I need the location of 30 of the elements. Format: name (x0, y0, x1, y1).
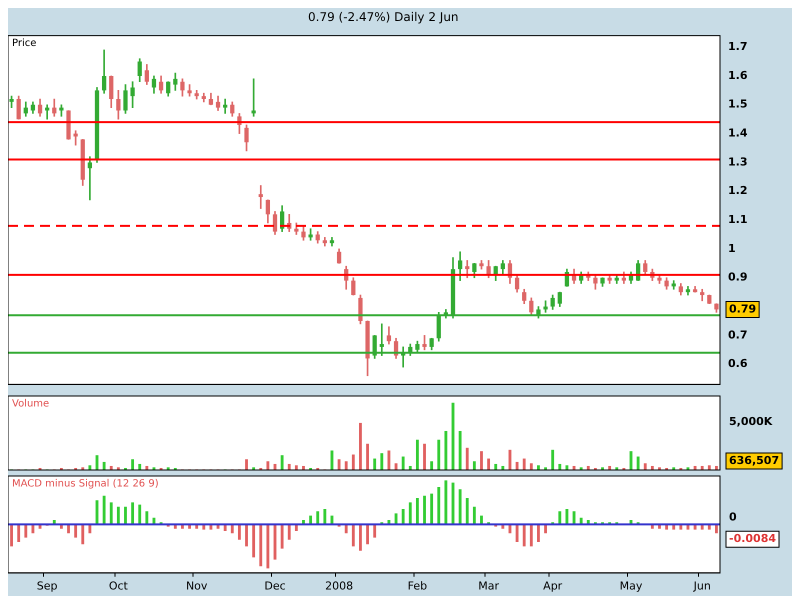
y-tick-label: 1.3 (728, 155, 748, 168)
text: 636,507 (729, 454, 780, 467)
x-tick-label: 2008 (325, 579, 354, 592)
y-tick-label: 1.5 (728, 98, 748, 111)
text: 0.79 (729, 302, 756, 316)
x-tick-label: Jun (692, 579, 711, 592)
text: -0.0084 (729, 532, 776, 546)
x-tick-label: Sep (36, 579, 58, 592)
y-tick-label: 1.6 (728, 68, 748, 82)
chart-title: Volume (12, 398, 50, 410)
y-tick-label: 0.6 (728, 357, 748, 370)
x-tick-label: Feb (408, 579, 428, 592)
x-tick-label: Apr (543, 579, 563, 592)
x-tick-label: Mar (478, 579, 500, 592)
chart-title: MACD minus Signal (12 26 9) (12, 478, 159, 490)
y-tick-label: 1.1 (728, 212, 748, 226)
y-tick-label: 1.7 (728, 40, 748, 53)
x-tick-label: Nov (186, 579, 208, 592)
chart-subtitle: Price (12, 38, 36, 50)
y-tick-label: 1 (728, 242, 736, 255)
y-tick-label: 0.9 (728, 270, 748, 284)
x-tick-label: Dec (264, 579, 286, 592)
chart-title: 0.79 (-2.47%) Daily 2 Jun (307, 9, 460, 26)
y-tick-label: 1.4 (728, 126, 748, 140)
text: 0 (729, 510, 737, 524)
text: 5,000K (729, 414, 773, 428)
y-tick-label: 1.2 (728, 184, 748, 198)
x-tick-label: May (620, 579, 643, 592)
x-tick-label: Oct (108, 579, 129, 592)
y-tick-label: 0.7 (728, 328, 748, 342)
